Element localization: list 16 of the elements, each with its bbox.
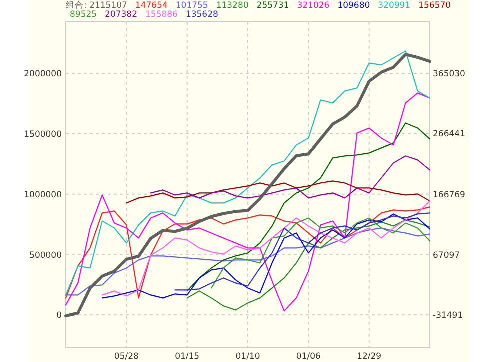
- y2-tick-label: -31491: [433, 311, 464, 322]
- y2-tick-label: 166769: [433, 190, 466, 200]
- y2-tick-label: 67097: [433, 251, 460, 262]
- x-tick-label: 05/28: [114, 352, 139, 362]
- y-tick-label: 1000000: [24, 190, 62, 200]
- y2-tick-label: 365030: [433, 70, 466, 80]
- x-tick-label: 01/10: [236, 352, 260, 362]
- x-tick-label: 01/06: [296, 352, 321, 362]
- y-tick-label: 500000: [30, 250, 62, 261]
- x-tick-label: 01/15: [175, 352, 200, 362]
- y-tick-label: 0: [56, 311, 62, 322]
- legend: 组合: 2115107 147654 101755 113280 255731 321026 109680 320991 156570 89525 207382 155886 135628: [66, 1, 452, 20]
- x-tick-label: 12/29: [357, 352, 382, 362]
- y2-tick-label: 266441: [433, 130, 466, 140]
- y-tick-label: 2000000: [24, 70, 62, 80]
- y-tick-label: 1500000: [24, 130, 62, 140]
